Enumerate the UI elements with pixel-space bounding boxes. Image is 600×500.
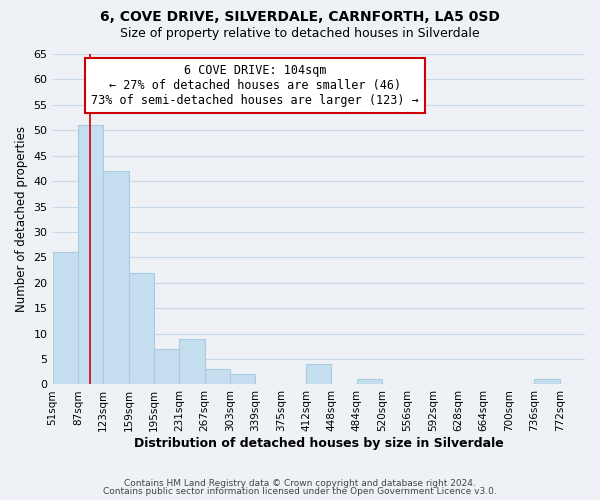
Bar (128, 272, 154, 384)
Bar (230, 374, 256, 384)
Bar (78, 125, 103, 384)
Bar (357, 380, 382, 384)
Bar (179, 338, 205, 384)
Bar (534, 380, 560, 384)
X-axis label: Distribution of detached houses by size in Silverdale: Distribution of detached houses by size … (134, 437, 503, 450)
Bar (154, 349, 179, 384)
Text: Size of property relative to detached houses in Silverdale: Size of property relative to detached ho… (120, 28, 480, 40)
Y-axis label: Number of detached properties: Number of detached properties (15, 126, 28, 312)
Text: Contains public sector information licensed under the Open Government Licence v3: Contains public sector information licen… (103, 487, 497, 496)
Bar (205, 369, 230, 384)
Text: Contains HM Land Registry data © Crown copyright and database right 2024.: Contains HM Land Registry data © Crown c… (124, 478, 476, 488)
Bar (53, 252, 78, 384)
Text: 6 COVE DRIVE: 104sqm
← 27% of detached houses are smaller (46)
73% of semi-detac: 6 COVE DRIVE: 104sqm ← 27% of detached h… (91, 64, 419, 107)
Bar (306, 364, 331, 384)
Text: 6, COVE DRIVE, SILVERDALE, CARNFORTH, LA5 0SD: 6, COVE DRIVE, SILVERDALE, CARNFORTH, LA… (100, 10, 500, 24)
Bar (103, 171, 128, 384)
